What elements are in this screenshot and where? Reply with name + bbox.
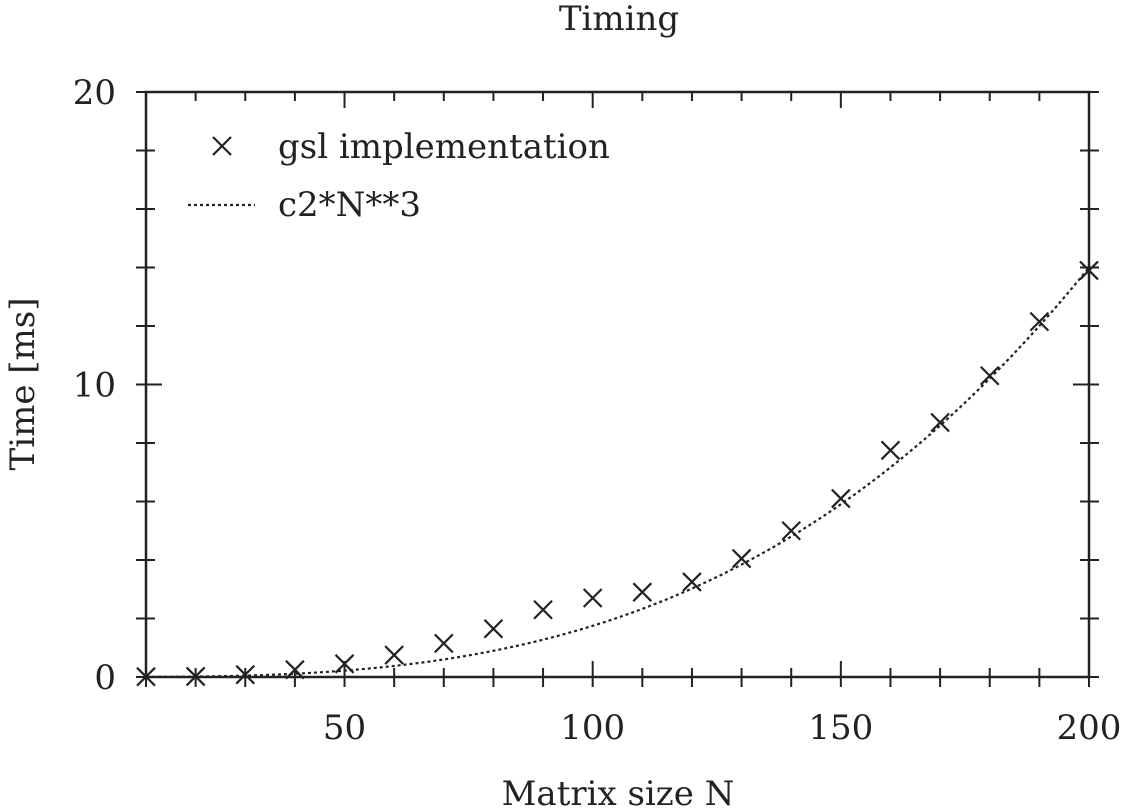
data-point	[731, 548, 752, 569]
model-curve	[145, 266, 1090, 679]
data-point	[930, 412, 950, 433]
legend-x-marker-icon	[212, 136, 232, 156]
data-point	[1029, 311, 1050, 332]
legend-label-gsl: gsl implementation	[278, 127, 610, 167]
data-point	[632, 582, 653, 602]
tick-labels: 50 100 150 200 0 10 20	[73, 73, 1122, 748]
y-axis-label: Time [ms]	[3, 298, 43, 471]
chart-title: Timing	[559, 0, 679, 39]
data-point	[136, 666, 156, 687]
y-tick-label: 0	[94, 658, 116, 698]
x-icon	[212, 136, 232, 156]
data-point	[582, 588, 603, 608]
y-tick-label: 10	[73, 366, 116, 406]
data-point	[979, 365, 1000, 386]
data-point	[185, 666, 206, 687]
data-point	[334, 654, 355, 674]
data-point	[434, 633, 454, 654]
x-tick-label: 150	[808, 708, 873, 748]
x-tick-label: 100	[560, 708, 625, 748]
legend: gsl implementation c2*N**3	[188, 127, 610, 225]
x-axis-label: Matrix size N	[502, 774, 735, 811]
legend-label-model: c2*N**3	[278, 185, 421, 225]
data-point	[831, 488, 851, 509]
x-tick-label: 200	[1057, 708, 1122, 748]
x-tick-label: 50	[323, 708, 366, 748]
data-point	[483, 618, 504, 639]
data-point	[235, 664, 256, 685]
model-curve-layer	[145, 266, 1090, 679]
y-tick-label: 20	[73, 73, 116, 113]
data-point	[384, 645, 404, 665]
data-point	[533, 599, 553, 620]
data-point	[880, 440, 901, 461]
data-point	[682, 572, 702, 592]
plot-frame	[144, 90, 1091, 679]
data-point	[1079, 260, 1099, 281]
data-point	[285, 659, 305, 680]
data-points-layer	[136, 260, 1099, 687]
axis-ticks	[136, 91, 1099, 687]
data-point	[781, 520, 801, 541]
